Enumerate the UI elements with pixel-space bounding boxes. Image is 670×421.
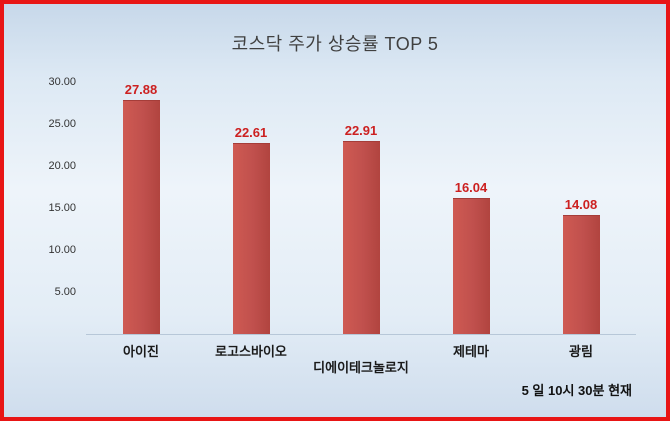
plot-area: 5.00 10.00 15.00 20.00 25.00 30.00 27.88 22.61… [48, 76, 636, 335]
bar-slot: 27.88 [86, 82, 196, 334]
bar-slot: 14.08 [526, 82, 636, 334]
x-axis-label: 광림 [569, 344, 593, 359]
y-tick-label: 10.00 [48, 244, 76, 256]
bar [562, 214, 600, 334]
y-tick-label: 30.00 [48, 76, 76, 88]
bar-value-label: 16.04 [454, 180, 488, 196]
x-axis-label: 아이진 [123, 344, 159, 359]
bar-slot: 22.91 [306, 82, 416, 334]
bar-value-label: 27.88 [124, 82, 158, 97]
y-tick-label: 25.00 [48, 118, 76, 130]
bar [452, 198, 490, 334]
bar [122, 100, 160, 334]
bar [232, 143, 270, 334]
footnote-timestamp: 5 일 10시 30분 현재 [521, 383, 632, 398]
bar-value-label: 22.61 [234, 125, 268, 141]
y-tick-label: 15.00 [48, 202, 76, 214]
y-tick-label: 20.00 [48, 160, 76, 172]
x-axis-label: 제테마 [453, 344, 489, 359]
bar-value-label: 14.08 [564, 196, 598, 212]
bar-slot: 16.04 [416, 82, 526, 334]
chart-title: 코스닥 주가 상승률 TOP 5 [231, 34, 439, 54]
x-axis-label: 로고스바이오 [215, 344, 287, 359]
y-tick-label: 5.00 [54, 286, 76, 298]
bar-slot: 22.61 [196, 82, 306, 334]
bar [342, 140, 380, 334]
x-axis-label: 디에이테크놀로지 [313, 360, 409, 375]
bar-value-label: 22.91 [344, 122, 378, 138]
bars-container: 27.88 22.61 22.91 16.04 14.08 [86, 82, 636, 334]
